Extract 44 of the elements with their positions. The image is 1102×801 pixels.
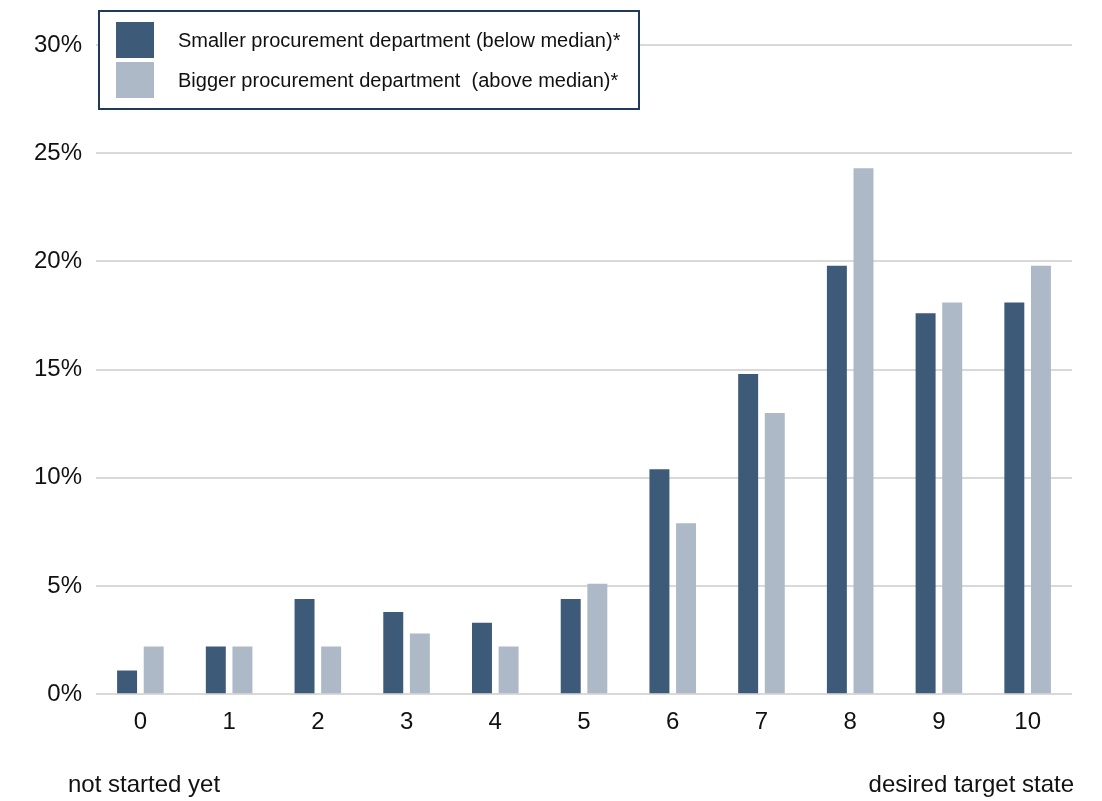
- bar: [1030, 265, 1051, 694]
- bar: [826, 265, 847, 694]
- x-tick-label: 4: [488, 707, 502, 735]
- bar: [942, 302, 963, 694]
- text: not started yet: [68, 770, 221, 798]
- bar: [1004, 302, 1025, 694]
- x-tick-label: 9: [932, 707, 946, 735]
- y-tick-label: 30%: [33, 29, 83, 57]
- bar: [764, 412, 785, 694]
- bar: [232, 646, 253, 694]
- x-tick-label: 0: [133, 707, 148, 735]
- legend-label: Smaller procurement department (below median)*: [178, 28, 621, 52]
- x-tick-label: 6: [666, 707, 680, 735]
- bar: [383, 611, 404, 694]
- bar: [294, 598, 315, 694]
- bar: [853, 168, 874, 694]
- bar: [498, 646, 519, 694]
- y-tick-label: 10%: [33, 462, 83, 490]
- y-tick-label: 15%: [33, 354, 83, 382]
- y-tick-label: 5%: [47, 570, 83, 598]
- bar: [587, 583, 608, 694]
- bar: [205, 646, 226, 694]
- x-tick-label: 8: [843, 707, 857, 735]
- text: desired target state: [868, 770, 1074, 798]
- legend-label: Bigger procurement department (above median)*: [178, 68, 619, 92]
- x-tick-label: 2: [311, 707, 325, 735]
- x-tick-label: 10: [1014, 707, 1041, 735]
- bar: [409, 633, 430, 694]
- y-tick-label: 0%: [47, 678, 83, 706]
- x-tick-label: 1: [222, 707, 236, 735]
- x-tick-label: 5: [577, 707, 591, 735]
- x-tick-label: 3: [399, 707, 414, 735]
- bar: [676, 523, 697, 694]
- bar: [915, 313, 936, 694]
- y-tick-label: 25%: [33, 137, 83, 165]
- bar: [472, 622, 492, 694]
- bar: [321, 646, 342, 694]
- y-tick-label: 20%: [33, 246, 83, 274]
- bar: [143, 646, 164, 694]
- bar: [738, 373, 759, 694]
- bar: [117, 670, 138, 694]
- x-tick-label: 7: [754, 707, 769, 735]
- bar: [560, 598, 581, 694]
- bar: [649, 469, 670, 694]
